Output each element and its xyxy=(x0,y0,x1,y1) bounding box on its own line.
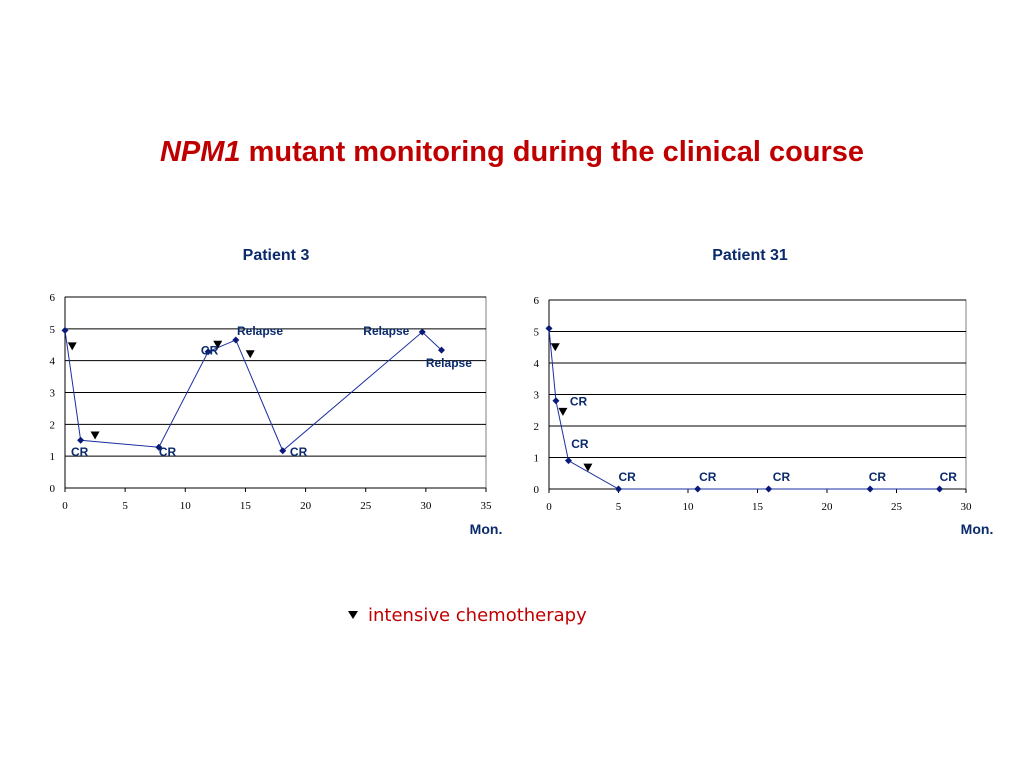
x-tick-label-patient-31: 30 xyxy=(961,501,973,513)
x-tick-label-patient-3: 35 xyxy=(481,500,493,512)
data-point-patient-3 xyxy=(279,447,287,455)
y-tick-label-patient-3: 4 xyxy=(50,356,56,368)
annotation-patient-31: CR xyxy=(773,470,791,484)
x-tick-label-patient-31: 15 xyxy=(752,501,764,513)
x-tick-label-patient-3: 25 xyxy=(360,500,372,512)
y-tick-label-patient-31: 1 xyxy=(534,453,540,465)
data-point-patient-31 xyxy=(564,457,572,465)
y-tick-label-patient-3: 5 xyxy=(50,324,56,336)
y-tick-label-patient-3: 1 xyxy=(50,451,56,463)
y-tick-label-patient-3: 6 xyxy=(50,292,56,304)
data-point-patient-3 xyxy=(418,328,426,336)
data-point-patient-31 xyxy=(765,485,773,493)
annotation-patient-31: CR xyxy=(699,470,717,484)
data-point-patient-31 xyxy=(545,324,553,332)
legend-label: intensive chemotherapy xyxy=(368,604,587,626)
x-tick-label-patient-3: 30 xyxy=(420,500,432,512)
x-tick-label-patient-3: 10 xyxy=(180,500,192,512)
chemo-marker-patient-31 xyxy=(558,407,568,416)
slide-title-gene: NPM1 xyxy=(159,136,241,168)
y-tick-label-patient-3: 0 xyxy=(50,483,56,495)
annotation-patient-3: CR xyxy=(71,445,89,459)
y-tick-label-patient-31: 0 xyxy=(534,484,540,496)
chemo-marker-patient-3 xyxy=(213,340,223,349)
legend: intensive chemotherapy xyxy=(348,603,587,627)
slide-title: NPM1 mutant monitoring during the clinic… xyxy=(0,136,1024,169)
slide-title-rest: mutant monitoring during the clinical co… xyxy=(240,136,865,168)
chemo-marker-patient-31 xyxy=(583,463,593,472)
chemo-marker-patient-31 xyxy=(550,343,560,352)
data-point-patient-3 xyxy=(232,336,240,344)
annotation-patient-31: CR xyxy=(570,395,588,409)
y-tick-label-patient-31: 3 xyxy=(534,390,540,402)
chart-title-patient-31: Patient 31 xyxy=(712,247,788,264)
data-point-patient-31 xyxy=(936,485,944,493)
x-axis-label-patient-3: Mon. xyxy=(470,521,503,537)
chemo-marker-patient-3 xyxy=(90,431,100,440)
annotation-patient-3: Relapse xyxy=(237,324,283,338)
series-line-patient-31 xyxy=(548,328,940,490)
annotation-patient-3: Relapse xyxy=(426,356,472,370)
chemo-marker-patient-3 xyxy=(67,342,77,351)
data-point-patient-3 xyxy=(437,346,445,354)
annotation-patient-31: CR xyxy=(869,470,887,484)
x-tick-label-patient-31: 20 xyxy=(822,501,834,513)
x-tick-label-patient-3: 15 xyxy=(240,500,252,512)
black-down-triangle-icon xyxy=(348,611,358,619)
data-point-patient-3 xyxy=(61,326,69,334)
y-tick-label-patient-31: 5 xyxy=(534,327,540,339)
x-tick-label-patient-3: 0 xyxy=(62,500,68,512)
data-point-patient-31 xyxy=(615,485,622,493)
annotation-patient-3: CR xyxy=(290,445,308,459)
data-point-patient-31 xyxy=(552,397,560,405)
chemo-marker-patient-3 xyxy=(245,350,255,359)
data-point-patient-3 xyxy=(155,443,163,451)
y-tick-label-patient-31: 6 xyxy=(534,295,540,307)
x-tick-label-patient-31: 5 xyxy=(616,501,622,513)
annotation-patient-3: Relapse xyxy=(363,324,409,338)
x-tick-label-patient-3: 5 xyxy=(122,500,128,512)
y-tick-label-patient-31: 4 xyxy=(534,358,540,370)
y-tick-label-patient-3: 3 xyxy=(50,388,56,400)
x-axis-label-patient-31: Mon. xyxy=(961,521,994,537)
x-tick-label-patient-31: 10 xyxy=(683,501,695,513)
x-tick-label-patient-31: 0 xyxy=(546,501,552,513)
annotation-patient-31: CR xyxy=(619,470,637,484)
chart-title-patient-3: Patient 3 xyxy=(242,247,310,264)
x-tick-label-patient-3: 20 xyxy=(300,500,312,512)
x-tick-label-patient-31: 25 xyxy=(891,501,903,513)
annotation-patient-3: CR xyxy=(159,445,177,459)
y-tick-label-patient-3: 2 xyxy=(50,419,56,431)
data-point-patient-3 xyxy=(77,436,85,444)
data-point-patient-31 xyxy=(694,485,702,493)
annotation-patient-3: CR xyxy=(201,343,219,357)
data-point-patient-3 xyxy=(204,348,212,356)
series-line-patient-3 xyxy=(64,330,442,452)
y-tick-label-patient-31: 2 xyxy=(534,421,540,433)
data-point-patient-31 xyxy=(866,485,874,493)
annotation-patient-31: CR xyxy=(571,437,589,451)
annotation-patient-31: CR xyxy=(940,470,958,484)
